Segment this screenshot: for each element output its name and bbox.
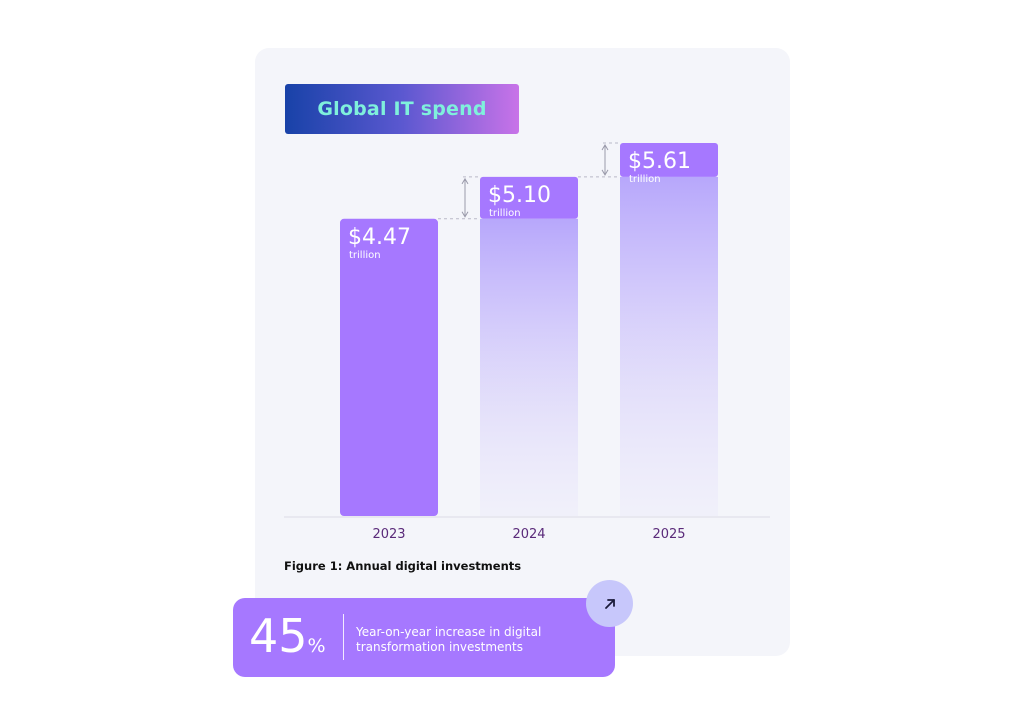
bar-increase-2024	[480, 176, 578, 219]
arrow-up-right-icon	[604, 598, 615, 609]
unit-label-2023: trillion	[349, 250, 381, 261]
stat-divider	[343, 614, 344, 660]
stat-unit: %	[307, 635, 326, 657]
chart-title: Global IT spend	[317, 98, 487, 120]
value-label-2024: $5.10	[488, 183, 551, 208]
bar-2023	[340, 218, 438, 516]
stat-value-group: 45%	[249, 610, 326, 672]
value-label-2023: $4.47	[348, 225, 411, 250]
x-tick-label-2025: 2025	[652, 527, 685, 542]
increase-arrow-head-top-2025	[601, 144, 609, 151]
x-tick-label-2023: 2023	[372, 527, 405, 542]
bar-increase-2025	[620, 143, 718, 177]
unit-label-2025: trillion	[629, 174, 661, 185]
chart-title-badge: Global IT spend	[285, 84, 519, 134]
figure-caption: Figure 1: Annual digital investments	[284, 559, 522, 573]
increase-arrow-head-top-2024	[461, 177, 469, 185]
stat-arrow-button[interactable]	[586, 580, 633, 627]
unit-label-2024: trillion	[489, 208, 521, 219]
bar-base-2024	[480, 218, 578, 516]
x-tick-label-2024: 2024	[512, 527, 545, 542]
stat-value: 45	[249, 609, 308, 663]
increase-arrow-head-bottom-2025	[601, 169, 609, 176]
increase-arrow-head-bottom-2024	[461, 211, 469, 218]
stat-description: Year-on-year increase in digital transfo…	[356, 625, 542, 654]
stat-callout: 45% Year-on-year increase in digital tra…	[233, 598, 615, 677]
bar-base-2025	[620, 176, 718, 516]
value-label-2025: $5.61	[628, 149, 691, 174]
